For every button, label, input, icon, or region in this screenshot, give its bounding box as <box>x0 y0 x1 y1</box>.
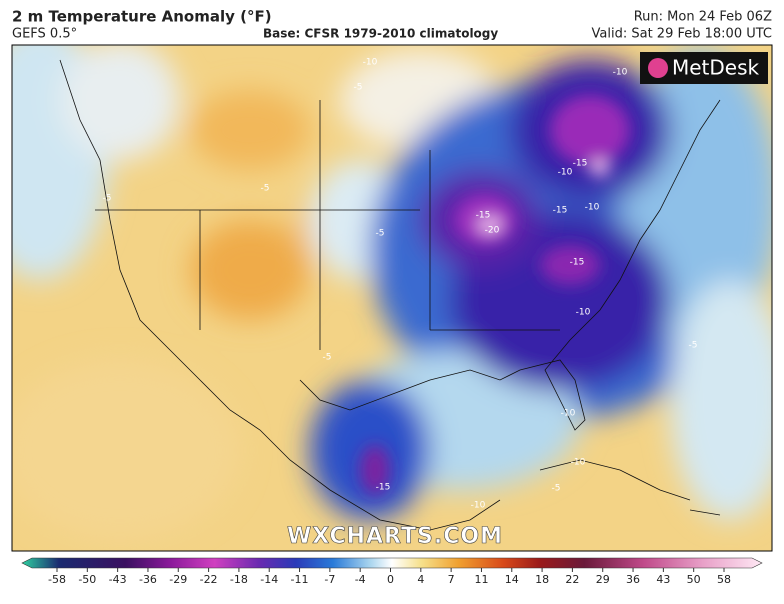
colorbar-tick-label: -18 <box>230 573 248 586</box>
logo: MetDesk <box>672 56 760 80</box>
colorbar-tick-label: -58 <box>48 573 66 586</box>
contour-label: -10 <box>363 58 378 68</box>
contour-label: -5 <box>376 229 385 239</box>
colorbar-tick-label: -43 <box>109 573 127 586</box>
colorbar-tick-label: 18 <box>535 573 549 586</box>
contour-label: -10 <box>561 409 576 419</box>
coastlines <box>59 59 721 531</box>
colorbar-tick-label: -7 <box>324 573 335 586</box>
contour-label: -15 <box>553 206 568 216</box>
base: Base: CFSR 1979-2010 climatology <box>263 27 498 41</box>
run: Run: Mon 24 Feb 06Z <box>634 10 772 25</box>
contour-label: -10 <box>558 168 573 178</box>
colorbar <box>21 557 763 569</box>
contour-label: -20 <box>485 226 500 236</box>
colorbar-tick-label: 14 <box>505 573 519 586</box>
colorbar-tick-label: 11 <box>474 573 488 586</box>
colorbar-tick-label: 36 <box>626 573 640 586</box>
contour-label: -15 <box>570 258 585 268</box>
colorbar-tick-label: -11 <box>291 573 309 586</box>
colorbar-tick-label: -29 <box>169 573 187 586</box>
colorbar-tick-label: 7 <box>448 573 455 586</box>
contour-label: -15 <box>573 159 588 169</box>
model: GEFS 0.5° <box>12 27 77 42</box>
colorbar-tick-label: 50 <box>687 573 701 586</box>
valid: Valid: Sat 29 Feb 18:00 UTC <box>592 27 772 42</box>
colorbar-tick-label: 0 <box>387 573 394 586</box>
contour-label: -10 <box>576 308 591 318</box>
title: 2 m Temperature Anomaly (°F) <box>12 8 272 26</box>
contour-label: -15 <box>376 483 391 493</box>
contour-label: -15 <box>476 211 491 221</box>
contour-label: -5 <box>552 484 561 494</box>
colorbar-tick-label: -14 <box>260 573 278 586</box>
contour-label: -5 <box>323 353 332 363</box>
contour-label: -10 <box>613 68 628 78</box>
contour-label: -10 <box>585 203 600 213</box>
contour-label: -5 <box>689 341 698 351</box>
watermark: WXCHARTS.COM <box>287 524 503 549</box>
contour-label: -5 <box>103 194 112 204</box>
colorbar-tick-label: -36 <box>139 573 157 586</box>
colorbar-tick-label: 29 <box>596 573 610 586</box>
contour-label: -10 <box>471 501 486 511</box>
contour-label: -10 <box>571 458 586 468</box>
contour-label: -5 <box>261 184 270 194</box>
colorbar-tick-label: 43 <box>656 573 670 586</box>
map-frame <box>11 44 773 552</box>
logo-icon <box>648 58 668 78</box>
colorbar-tick-label: -50 <box>78 573 96 586</box>
colorbar-tick-label: 58 <box>717 573 731 586</box>
contour-label: -5 <box>354 83 363 93</box>
colorbar-tick-label: 22 <box>565 573 579 586</box>
colorbar-tick-label: 4 <box>417 573 424 586</box>
colorbar-tick-label: -22 <box>200 573 218 586</box>
colorbar-tick-label: -4 <box>355 573 366 586</box>
map: MetDesk WXCHARTS.COM <box>12 45 772 551</box>
